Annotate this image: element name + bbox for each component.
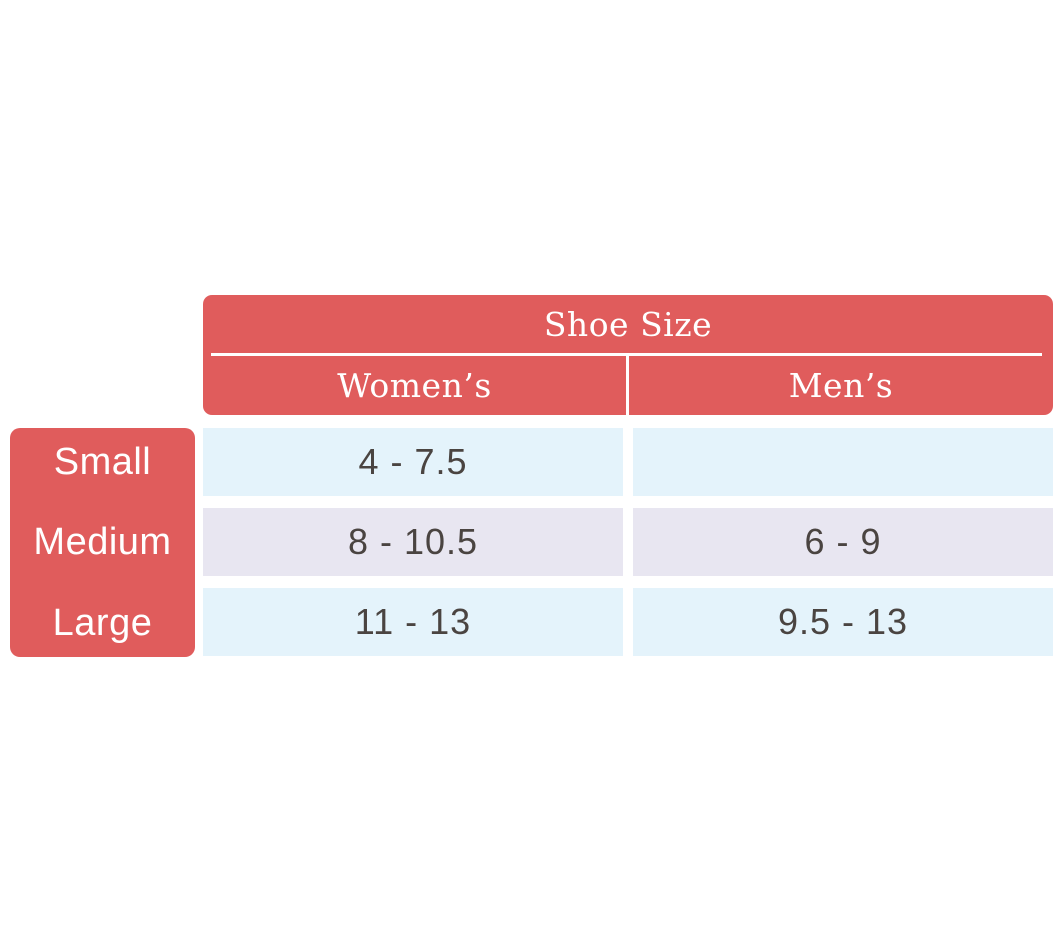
table-title: Shoe Size	[543, 304, 713, 344]
column-header-womens: Women’s	[337, 366, 492, 405]
row-label-large: Large	[52, 601, 153, 644]
cell-medium-womens: 8 - 10.5	[203, 508, 623, 576]
row-label-medium: Medium	[33, 521, 172, 563]
column-header-mens: Men’s	[788, 366, 894, 405]
column-vertical-divider	[626, 356, 629, 415]
cell-small-mens	[633, 428, 1053, 496]
cell-large-womens: 11 - 13	[203, 588, 623, 656]
row-label-small: Small	[53, 440, 152, 483]
cell-small-womens: 4 - 7.5	[203, 428, 623, 496]
header-horizontal-divider	[211, 353, 1042, 356]
cell-large-mens: 9.5 - 13	[633, 588, 1053, 656]
column-header-row: Women’s Men’s	[203, 356, 1053, 415]
table-header: Shoe Size Women’s Men’s	[203, 295, 1053, 415]
table-body: 4 - 7.5 8 - 10.5 6 - 9 11 - 13 9.5 - 13	[203, 428, 1053, 656]
row-label-panel: Small Medium Large	[10, 428, 195, 657]
cell-medium-mens: 6 - 9	[633, 508, 1053, 576]
